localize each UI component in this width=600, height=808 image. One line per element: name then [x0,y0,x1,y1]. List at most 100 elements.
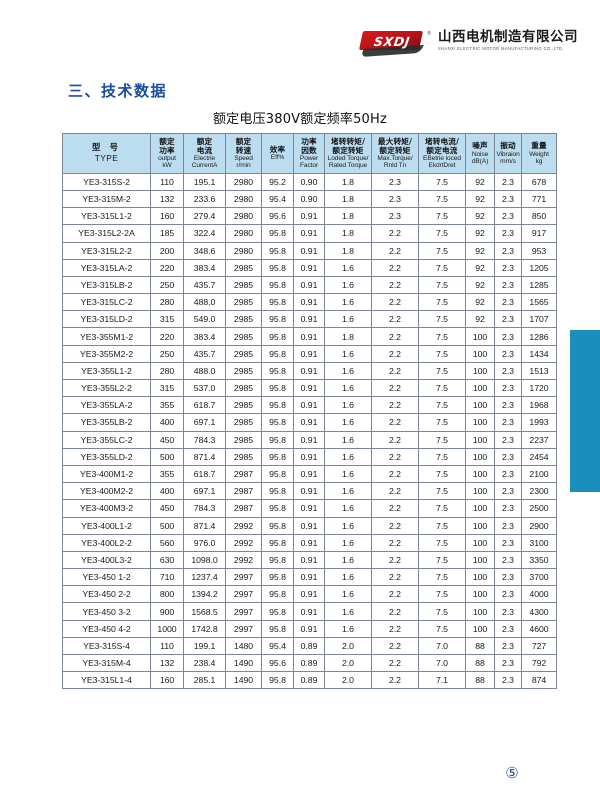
cell-speed: 2980 [225,207,262,226]
cell-eff: 95.4 [261,636,294,656]
cell-max_torque: 2.2 [371,327,419,346]
column-header-en: EBetrie loced [423,155,461,162]
column-header-en2: mm/s [500,158,516,166]
column-header-pf: 功率 因数 Power Factor [293,133,325,174]
cell-vibration: 2.3 [494,447,522,466]
cell-pf: 0.91 [293,482,325,501]
cell-locked_torque: 1.6 [324,413,372,432]
cell-pf: 0.90 [293,189,325,209]
table-row: YE3-315LB-2 250 435.7 2985 95.8 0.91 1.6 2.2 7.5… [62,275,557,295]
cell-power: 710 [150,568,184,587]
cell-locked_current: 7.5 [418,258,466,277]
cell-type: YE3-400M2-2 [62,482,151,501]
cell-weight: 2900 [521,516,557,535]
column-header-en2: dB(A) [471,158,489,166]
cell-locked_current: 7.5 [418,172,466,191]
cell-locked_current: 7.5 [418,499,466,518]
cell-speed: 2997 [225,602,262,621]
cell-type: YE3-450 1-2 [62,568,151,587]
cell-current: 1394.2 [183,585,226,604]
cell-speed: 2985 [225,293,262,312]
cell-weight: 1707 [521,310,557,329]
cell-vibration: 2.3 [494,275,522,295]
technical-data-table-wrap: 型 号 TYPE 额定 功率 output kW 额定 电流 Electrie CurrentA 额… [62,133,557,690]
table-row: YE3-400L3-2 630 1098.0 2992 95.8 0.91 1.6 2.2 7.… [62,550,557,570]
cell-power: 450 [150,430,184,449]
cell-noise: 100 [465,499,495,518]
cell-eff: 95.8 [261,344,294,363]
cell-max_torque: 2.2 [371,396,419,415]
table-row: YE3-450 1-2 710 1237.4 2997 95.8 0.91 1.6 2.2 7.… [62,568,557,587]
cell-max_torque: 2.2 [371,430,419,449]
table-row: YE3-315LD-2 315 549.0 2985 95.8 0.91 1.6 2.2 7.5… [62,310,557,329]
cell-locked_current: 7.5 [418,396,466,415]
cell-pf: 0.91 [293,619,325,638]
cell-weight: 792 [521,653,557,673]
column-header-en: Vibraion [496,150,520,158]
cell-vibration: 2.3 [494,602,522,621]
cell-current: 784.3 [183,499,226,518]
cell-vibration: 2.3 [494,344,522,363]
cell-power: 160 [150,671,184,690]
cell-type: YE3-315S-2 [62,172,151,191]
cell-type: YE3-400L2-2 [62,533,151,552]
column-header-cn: 额定转矩 [332,145,364,155]
cell-locked_torque: 1.6 [324,361,372,381]
cell-pf: 0.91 [293,241,325,260]
column-header-cn: 额定电流 [426,145,458,155]
cell-current: 199.1 [183,636,226,656]
cell-vibration: 2.3 [494,430,522,449]
cell-weight: 1968 [521,396,557,415]
cell-current: 1098.0 [183,550,226,570]
cell-max_torque: 2.2 [371,602,419,621]
cell-noise: 92 [465,241,495,260]
cell-pf: 0.91 [293,464,325,484]
table-row: YE3-315L1-4 160 285.1 1490 95.8 0.89 2.0 2.2 7.1… [62,671,557,690]
cell-weight: 2500 [521,499,557,518]
cell-pf: 0.91 [293,413,325,432]
cell-power: 500 [150,447,184,466]
cell-weight: 2237 [521,430,557,449]
column-header-en2: CurrentA [191,162,218,170]
cell-max_torque: 2.3 [371,207,419,226]
cell-power: 900 [150,602,184,621]
cell-noise: 100 [465,602,495,621]
cell-max_torque: 2.2 [371,344,419,363]
company-name-block: 山西电机制造有限公司 SHANXI ELECTRIC MOTOR MANUFAC… [438,31,578,51]
table-row: YE3-400L2-2 560 976.0 2992 95.8 0.91 1.6 2.2 7.5… [62,533,557,552]
cell-type: YE3-400L3-2 [62,550,151,570]
cell-power: 355 [150,464,184,484]
cell-max_torque: 2.2 [371,636,419,656]
cell-eff: 95.8 [261,585,294,604]
page-edge-tab [570,330,600,492]
cell-weight: 3700 [521,568,557,587]
cell-noise: 100 [465,327,495,346]
cell-weight: 1720 [521,378,557,398]
cell-locked_torque: 1.6 [324,275,372,295]
cell-locked_torque: 1.6 [324,310,372,329]
cell-vibration: 2.3 [494,550,522,570]
cell-locked_current: 7.5 [418,602,466,621]
cell-pf: 0.91 [293,447,325,466]
cell-eff: 95.8 [261,327,294,346]
cell-speed: 2992 [225,550,262,570]
cell-vibration: 2.3 [494,482,522,501]
cell-max_torque: 2.2 [371,413,419,432]
cell-locked_current: 7.5 [418,585,466,604]
cell-speed: 2992 [225,533,262,552]
cell-vibration: 2.3 [494,533,522,552]
cell-power: 280 [150,361,184,381]
cell-speed: 2985 [225,327,262,346]
cell-eff: 95.8 [261,378,294,398]
table-row: YE3-355LC-2 450 784.3 2985 95.8 0.91 1.6 2.2 7.5… [62,430,557,449]
cell-power: 132 [150,653,184,673]
table-row: YE3-315L2-2 200 348.6 2980 95.8 0.91 1.8 2.2 7.5… [62,241,557,260]
cell-vibration: 2.3 [494,653,522,673]
cell-locked_current: 7.5 [418,378,466,398]
cell-current: 976.0 [183,533,226,552]
cell-noise: 100 [465,447,495,466]
cell-locked_current: 7.5 [418,464,466,484]
cell-max_torque: 2.2 [371,568,419,587]
table-body: YE3-315S-2 110 195.1 2980 95.2 0.90 1.8 2.3 7.5 9… [62,172,557,690]
cell-eff: 95.8 [261,568,294,587]
